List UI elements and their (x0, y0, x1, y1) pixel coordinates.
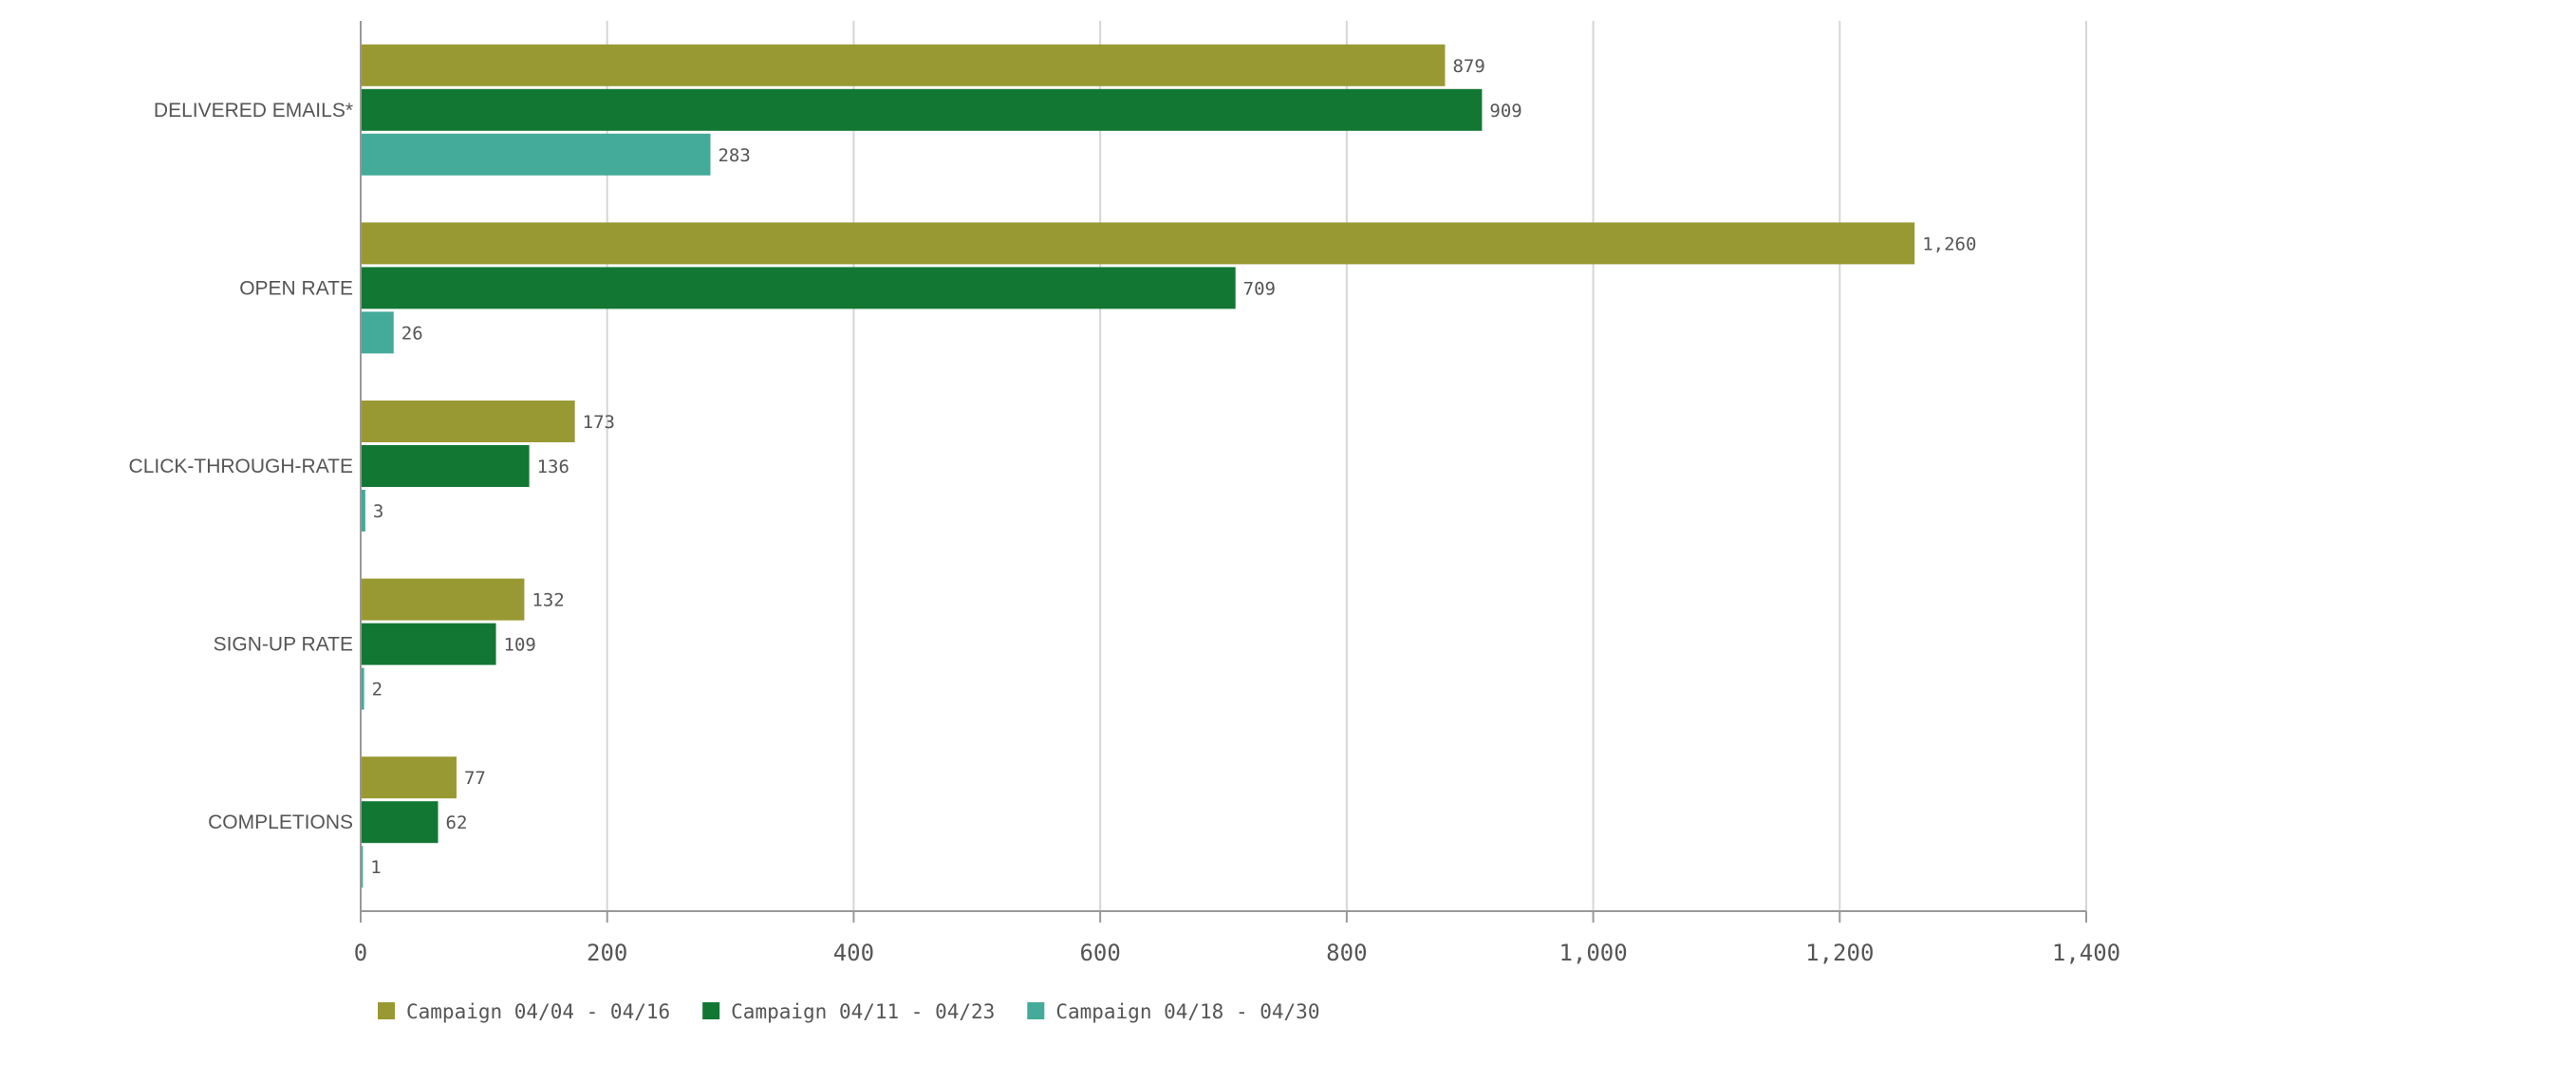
axes: 0 200 400 600 800 1,000 1,200 1,400 DELIVERED EM… (129, 21, 2120, 966)
x-tick-label: 600 (1079, 940, 1120, 966)
data-label: 909 (1489, 101, 1521, 121)
bar (362, 401, 575, 442)
x-tick-label: 1,000 (1559, 940, 1627, 966)
data-label: 77 (464, 768, 486, 789)
data-label: 709 (1243, 278, 1276, 299)
bar (362, 667, 364, 710)
data-label: 3 (373, 501, 383, 522)
bar (362, 267, 1236, 309)
legend-swatch (1027, 1002, 1045, 1019)
data-label: 1,260 (1922, 233, 1976, 254)
bar (362, 490, 365, 532)
category-label: DELIVERED EMAILS* (154, 100, 353, 121)
gridlines (606, 21, 2087, 911)
data-label: 109 (504, 635, 536, 656)
bar (362, 578, 525, 621)
data-label: 132 (532, 590, 564, 611)
legend: Campaign 04/04 - 04/16 Campaign 04/11 - 0… (378, 1000, 1319, 1023)
bars: 879 909 283 1,260 709 26 173 136 3 132 109 2 77 62 1 (362, 44, 1976, 888)
bar (362, 801, 439, 844)
bar (362, 623, 496, 665)
bar (362, 44, 1446, 86)
x-tick-label: 1,200 (1805, 940, 1874, 966)
x-tick-label: 0 (354, 940, 367, 966)
bar (362, 756, 457, 799)
data-label: 2 (372, 680, 383, 700)
data-label: 62 (446, 812, 468, 833)
category-label: OPEN RATE (239, 277, 353, 299)
x-tick-label: 1,400 (2052, 940, 2120, 966)
data-label: 136 (537, 457, 569, 477)
x-tick-label: 400 (833, 940, 874, 966)
legend-swatch (378, 1002, 395, 1019)
category-label: CLICK-THROUGH-RATE (129, 456, 353, 477)
category-label: COMPLETIONS (208, 812, 353, 833)
legend-swatch (702, 1002, 720, 1019)
bar (362, 88, 1483, 131)
legend-label: Campaign 04/11 - 04/23 (731, 1000, 995, 1023)
bar (362, 311, 394, 354)
legend-label: Campaign 04/18 - 04/30 (1055, 1000, 1319, 1023)
data-label: 26 (401, 323, 423, 344)
data-label: 173 (583, 412, 615, 433)
category-label: SIGN-UP RATE (214, 634, 353, 656)
data-label: 1 (370, 857, 381, 878)
bar (362, 222, 1915, 265)
bar (362, 846, 364, 888)
data-label: 283 (718, 145, 750, 166)
bar (362, 133, 711, 176)
x-tick-label: 200 (587, 940, 627, 966)
bar (362, 445, 530, 487)
legend-label: Campaign 04/04 - 04/16 (406, 1000, 670, 1023)
x-tick-label: 800 (1326, 940, 1367, 966)
data-label: 879 (1452, 56, 1484, 77)
